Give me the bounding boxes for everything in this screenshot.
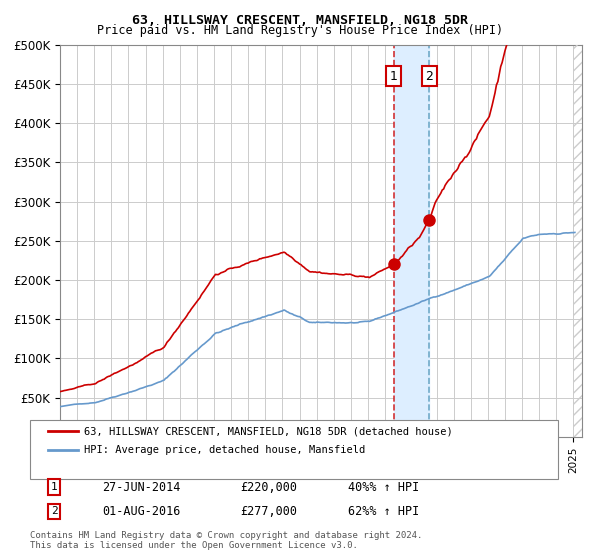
Text: 62%% ↑ HPI: 62%% ↑ HPI [348, 505, 419, 518]
Text: 40%% ↑ HPI: 40%% ↑ HPI [348, 480, 419, 494]
Text: 1: 1 [389, 69, 398, 83]
Text: Contains HM Land Registry data © Crown copyright and database right 2024.
This d: Contains HM Land Registry data © Crown c… [30, 530, 422, 550]
Text: £220,000: £220,000 [240, 480, 297, 494]
Text: 01-AUG-2016: 01-AUG-2016 [102, 505, 181, 518]
Bar [574, 45, 582, 437]
Text: 27-JUN-2014: 27-JUN-2014 [102, 480, 181, 494]
Bar [574, 45, 582, 437]
Text: 63, HILLSWAY CRESCENT, MANSFIELD, NG18 5DR (detached house): 63, HILLSWAY CRESCENT, MANSFIELD, NG18 5… [84, 426, 453, 436]
Text: Price paid vs. HM Land Registry's House Price Index (HPI): Price paid vs. HM Land Registry's House … [97, 24, 503, 36]
Text: HPI: Average price, detached house, Mansfield: HPI: Average price, detached house, Mans… [84, 445, 365, 455]
Text: £277,000: £277,000 [240, 505, 297, 518]
Text: 63, HILLSWAY CRESCENT, MANSFIELD, NG18 5DR: 63, HILLSWAY CRESCENT, MANSFIELD, NG18 5… [132, 14, 468, 27]
Text: 1: 1 [50, 482, 58, 492]
Text: 2: 2 [50, 506, 58, 516]
Text: 2: 2 [425, 69, 433, 83]
Bar [394, 45, 430, 437]
